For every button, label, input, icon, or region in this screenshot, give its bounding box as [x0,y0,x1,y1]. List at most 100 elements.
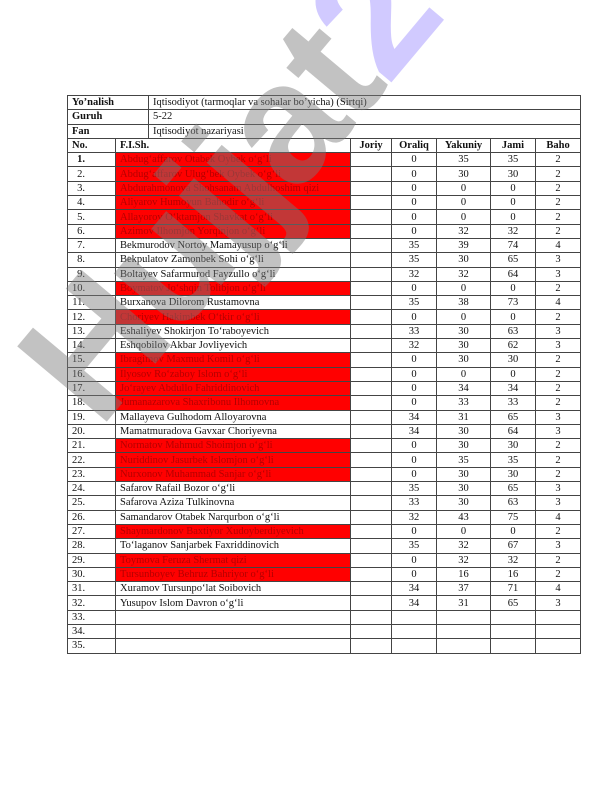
row-number: 35. [67,638,116,654]
yakuniy-score: 30 [436,338,492,354]
yakuniy-score: 33 [436,395,492,411]
baho-grade: 3 [535,266,582,282]
row-number: 24. [67,481,116,497]
student-name: Normatov Mahmud Shoimjon o‘g‘li [114,438,352,454]
joriy-score [350,423,393,440]
table-row: 10. Boymatov Jo‘shqin Tolibjon o‘g‘li 0 0 0 2 [67,280,582,297]
oraliq-score: 0 [391,223,438,239]
jami-score: 35 [490,152,537,168]
oraliq-score: 0 [391,195,438,211]
joriy-score [350,280,393,297]
oraliq-score: 0 [391,309,438,325]
row-number: 9. [67,266,116,282]
jami-score: 30 [490,466,537,483]
table-row: 27. Shaymardonov Baxtiyor Xudoyberdiyevic… [67,523,582,540]
yakuniy-score: 30 [436,481,492,497]
jami-score [490,638,537,654]
yakuniy-score: 0 [436,309,492,325]
joriy-score [350,481,393,497]
table-row: 25. Safarova Aziza Tulkinovna 33 30 63 3 [67,495,582,511]
yakuniy-score: 0 [436,195,492,211]
jami-score: 74 [490,237,537,254]
oraliq-score: 0 [391,395,438,411]
oraliq-score: 35 [391,252,438,268]
oraliq-score: 0 [391,166,438,182]
row-number: 17. [67,380,116,397]
column-header-row: No. F.I.Sh. Joriy Oraliq Yakuniy Jami Ba… [67,137,582,154]
joriy-score [350,466,393,483]
oraliq-score: 0 [391,180,438,197]
baho-grade [535,623,582,640]
jami-score: 65 [490,252,537,268]
jami-score: 32 [490,223,537,239]
yakuniy-score [436,623,492,640]
yakuniy-score: 0 [436,523,492,540]
baho-grade: 3 [535,538,582,554]
student-name: To‘laganov Sanjarbek Faxriddinovich [114,538,352,554]
yakuniy-score: 0 [436,180,492,197]
student-name: Eshqobilov Akbar Jovliyevich [114,338,352,354]
header-yakuniy: Yakuniy [436,137,492,154]
info-label: Guruh [66,109,150,125]
jami-score [490,623,537,640]
table-row: 9. Boltayev Safarmurod Fayzullo o‘g‘li 32 3… [67,266,582,282]
student-name: Toymova Feruza Shermat qizi [114,552,352,568]
student-name: Jo‘rayev Abdullo Fahriddinovich [114,380,352,397]
row-number: 27. [67,523,116,540]
student-name: Bekmurodov Nortoy Mamayusup o‘g‘li [114,237,352,254]
table-row: 11. Burxanova Dilorom Rustamovna 35 38 73 4 [67,295,582,311]
baho-grade [535,609,582,625]
yakuniy-score: 31 [436,595,492,611]
joriy-score [350,266,393,282]
row-number: 11. [67,295,116,311]
jami-score: 63 [490,495,537,511]
baho-grade: 2 [535,366,582,382]
baho-grade: 2 [535,466,582,483]
joriy-score [350,352,393,368]
baho-grade: 3 [535,495,582,511]
table-row: 33. [67,609,582,625]
row-number: 33. [67,609,116,625]
jami-score: 67 [490,538,537,554]
oraliq-score: 34 [391,423,438,440]
joriy-score [350,195,393,211]
yakuniy-score: 37 [436,581,492,597]
student-name: Abdurahmonova Shohsanam Abdulhoshim qizi [114,180,352,197]
baho-grade: 3 [535,338,582,354]
jami-score: 33 [490,395,537,411]
jami-score: 64 [490,423,537,440]
row-number: 34. [67,623,116,640]
student-name: Mamatmuradova Gavxar Choriyevna [114,423,352,440]
oraliq-score: 0 [391,552,438,568]
jami-score: 16 [490,566,537,583]
baho-grade: 2 [535,195,582,211]
jami-score: 34 [490,380,537,397]
header-baho: Baho [535,137,582,154]
student-name: Ibragimov Maxmud Komil o‘g‘li [114,352,352,368]
student-name [114,638,352,654]
oraliq-score [391,623,438,640]
jami-score: 35 [490,452,537,468]
yakuniy-score: 30 [436,438,492,454]
joriy-score [350,338,393,354]
yakuniy-score: 16 [436,566,492,583]
row-number: 20. [67,423,116,440]
row-number: 5. [67,209,116,225]
row-number: 26. [67,509,116,525]
header-joriy: Joriy [350,137,393,154]
oraliq-score: 32 [391,509,438,525]
yakuniy-score: 38 [436,295,492,311]
yakuniy-score [436,638,492,654]
jami-score: 30 [490,166,537,182]
oraliq-score: 34 [391,581,438,597]
table-row: 6. Azimov Ilhomjon Yorqinjon o‘g‘li 0 32 32 2 [67,223,582,239]
info-value: Iqtisodiyot (tarmoqlar va sohalar bo’yic… [148,94,582,111]
joriy-score [350,366,393,382]
table-row: 3. Abdurahmonova Shohsanam Abdulhoshim qi… [67,180,582,197]
table-row: 16. Ilyosov Ro‘zaboy Islom o‘g‘li 0 0 0 2 [67,366,582,382]
oraliq-score: 0 [391,523,438,540]
baho-grade: 2 [535,166,582,182]
table-row: 34. [67,623,582,640]
info-row-direction: Yo’nalish Iqtisodiyot (tarmoqlar va soha… [66,94,582,111]
joriy-score [350,595,393,611]
